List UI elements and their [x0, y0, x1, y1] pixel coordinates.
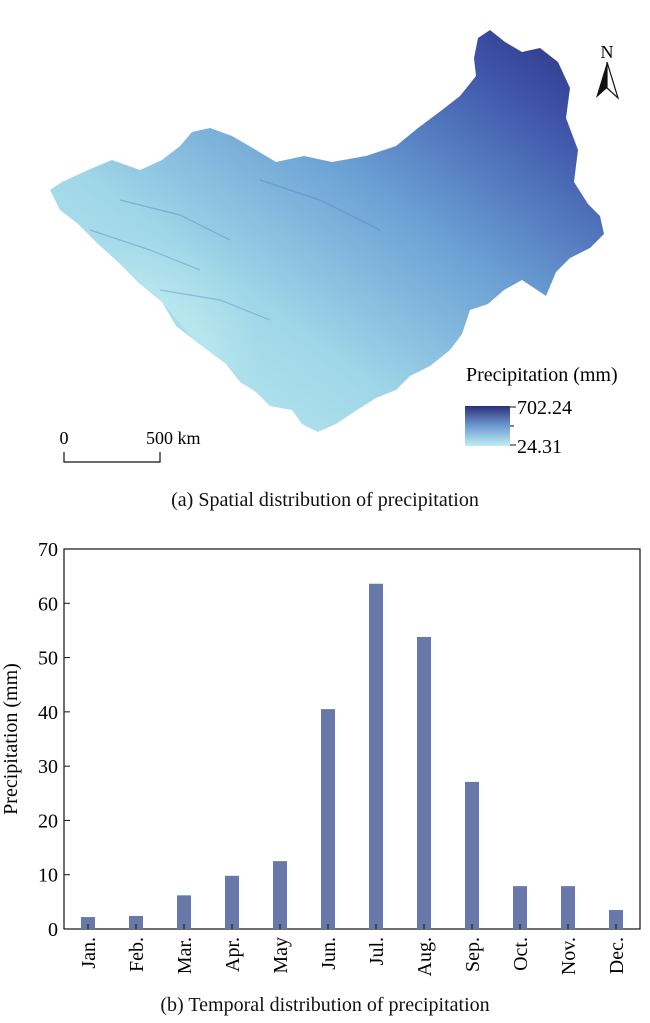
y-tick-label: 40 [38, 702, 58, 724]
x-tick-label: Aug. [414, 937, 436, 976]
y-ticks: 0 10 20 30 40 50 60 70 [38, 539, 70, 941]
y-tick-label: 10 [38, 865, 58, 887]
map-caption: (a) Spatial distribution of precipitatio… [171, 489, 479, 511]
north-arrow-label: N [601, 42, 614, 62]
scale-bar: 0 500 km [60, 428, 201, 463]
x-tick-label: Nov. [558, 937, 580, 975]
chart-axes [63, 548, 641, 930]
chart-caption: (b) Temporal distribution of precipitati… [160, 994, 490, 1016]
x-tick-label: Jan. [78, 937, 100, 969]
x-ticks: Jan. Feb. Mar. Apr. May Jun. Jul. Aug. Sep. Oct. N… [78, 924, 628, 976]
legend-title: Precipitation (mm) [466, 364, 618, 386]
bar-jan [81, 917, 95, 929]
bar-aug [417, 636, 431, 929]
y-tick-label: 20 [38, 810, 58, 832]
dry-zone-overlay [50, 170, 330, 432]
y-tick-label: 30 [38, 756, 58, 778]
scale-bar-line [63, 452, 161, 463]
x-tick-label: Oct. [510, 937, 532, 971]
bar-jul [369, 583, 383, 929]
x-tick-label: Sep. [462, 937, 484, 972]
x-tick-label: Feb. [126, 937, 148, 972]
legend-min-label: 24.31 [517, 436, 562, 458]
y-tick-label: 50 [38, 648, 58, 670]
plot-frame [63, 548, 641, 930]
legend: Precipitation (mm) 702.24 24.31 [465, 364, 618, 458]
bar-feb [129, 915, 143, 929]
y-axis-label: Precipitation (mm) [0, 663, 22, 815]
bar-apr [225, 875, 239, 929]
chart-bars [81, 583, 623, 929]
legend-color-ramp [465, 406, 510, 446]
temporal-chart-panel: 0 10 20 30 40 50 60 70 Jan. Feb. Mar. Apr. May Jun. J… [0, 528, 650, 1023]
bar-nov [561, 886, 575, 929]
bar-sep [465, 781, 479, 929]
terrain-texture [89, 179, 381, 321]
map-svg: N Precipitation (mm) 702.24 24.31 0 500 … [50, 30, 620, 463]
scale-end-label: 500 km [146, 428, 201, 448]
spatial-map-panel: N Precipitation (mm) 702.24 24.31 0 500 … [50, 30, 620, 511]
y-tick-label: 70 [38, 539, 58, 561]
bar-mar [177, 895, 191, 929]
legend-max-label: 702.24 [517, 397, 572, 419]
bar-oct [513, 886, 527, 929]
bar-jun [321, 709, 335, 929]
bar-dec [609, 910, 623, 929]
x-tick-label: May [270, 937, 292, 974]
north-arrow-outline [606, 61, 620, 100]
x-tick-label: Mar. [174, 937, 196, 974]
x-tick-label: Jul. [366, 937, 388, 965]
x-tick-label: Dec. [606, 937, 628, 974]
x-tick-label: Apr. [222, 937, 244, 972]
y-tick-label: 60 [38, 593, 58, 615]
north-arrow: N [596, 42, 620, 100]
bar-may [273, 861, 287, 929]
x-tick-label: Jun. [318, 937, 340, 970]
north-arrow-icon [596, 62, 607, 98]
scale-start-label: 0 [60, 428, 69, 448]
y-tick-label: 0 [48, 919, 58, 941]
